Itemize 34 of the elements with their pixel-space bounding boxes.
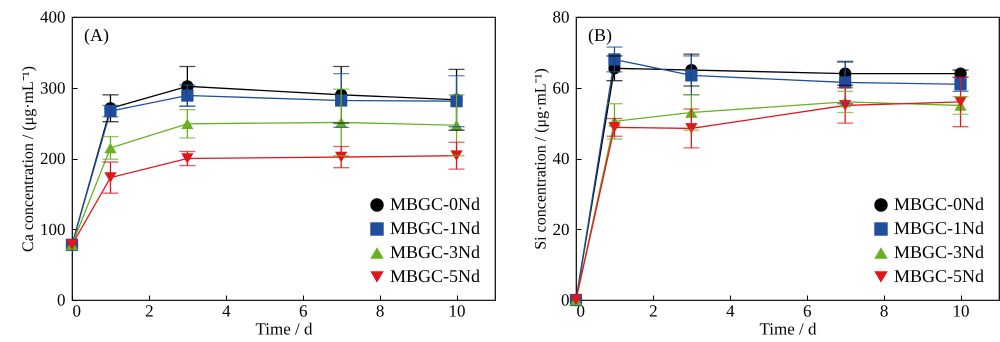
x-tick-label: 2 bbox=[649, 302, 658, 320]
annotation: (B) bbox=[588, 25, 612, 45]
legend-label: MBGC-0Nd bbox=[894, 194, 984, 214]
x-tick-label: 0 bbox=[72, 302, 81, 320]
legend-label: MBGC-1Nd bbox=[390, 218, 480, 238]
legend-label: MBGC-5Nd bbox=[894, 266, 984, 286]
y-tick-label: 200 bbox=[40, 149, 66, 168]
x-tick-label: 0 bbox=[576, 302, 585, 320]
y-tick-label: 60 bbox=[552, 78, 570, 98]
x-axis-title: Time / d bbox=[759, 320, 817, 338]
y-tick-label: 20 bbox=[552, 220, 570, 239]
y-axis-title: Si concentration / (μg·mL⁻¹) bbox=[532, 68, 550, 250]
y-tick-label: 400 bbox=[40, 8, 66, 26]
x-tick-label: 10 bbox=[952, 302, 970, 320]
x-tick-label: 4 bbox=[222, 302, 232, 320]
x-tick-label: 8 bbox=[880, 302, 888, 320]
y-tick-label: 100 bbox=[40, 220, 66, 239]
legend-label: MBGC-5Nd bbox=[390, 266, 480, 286]
x-tick-label: 6 bbox=[802, 302, 812, 320]
legend-label: MBGC-0Nd bbox=[390, 194, 480, 214]
y-tick-label: 80 bbox=[552, 8, 570, 26]
x-tick-label: 4 bbox=[726, 302, 736, 320]
x-tick-label: 2 bbox=[145, 302, 154, 320]
x-tick-label: 8 bbox=[376, 302, 384, 320]
y-tick-label: 40 bbox=[552, 149, 570, 168]
y-axis-title: Ca concentration / (μg·mL⁻¹) bbox=[20, 66, 37, 252]
legend-label: MBGC-1Nd bbox=[894, 218, 984, 238]
x-axis-title: Time / d bbox=[255, 320, 313, 338]
annotation: (A) bbox=[84, 25, 109, 45]
y-tick-label: 300 bbox=[40, 78, 66, 98]
x-tick-label: 10 bbox=[448, 302, 466, 320]
x-tick-label: 6 bbox=[298, 302, 308, 320]
legend-label: MBGC-3Nd bbox=[894, 242, 984, 262]
legend-label: MBGC-3Nd bbox=[390, 242, 480, 262]
